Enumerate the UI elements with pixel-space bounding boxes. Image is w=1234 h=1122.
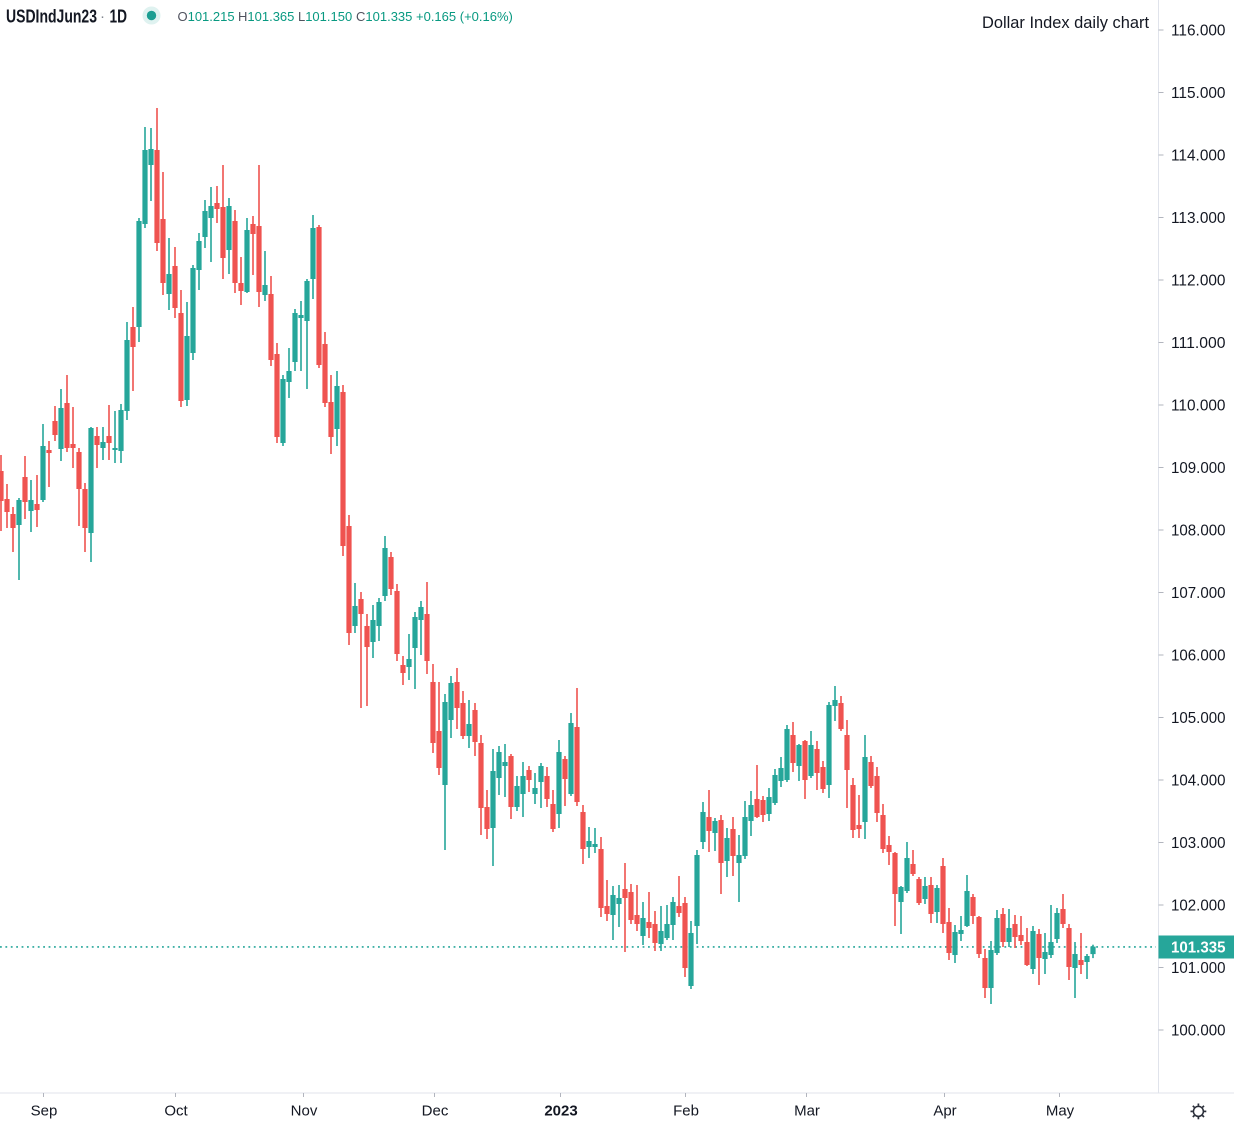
svg-text:H: H (238, 9, 247, 24)
svg-text:Nov: Nov (291, 1103, 318, 1120)
svg-text:101.365: 101.365 (247, 9, 294, 24)
svg-text:115.000: 115.000 (1171, 85, 1226, 102)
svg-text:116.000: 116.000 (1171, 23, 1226, 40)
svg-text:101.335: 101.335 (365, 9, 412, 24)
svg-text:101.215: 101.215 (188, 9, 235, 24)
svg-text:Feb: Feb (673, 1103, 699, 1120)
svg-text:112.000: 112.000 (1171, 273, 1226, 290)
svg-text:101.335: 101.335 (1171, 940, 1226, 957)
svg-text:100.000: 100.000 (1171, 1023, 1226, 1040)
svg-text:104.000: 104.000 (1171, 773, 1226, 790)
svg-text:+0.165 (+0.16%): +0.165 (+0.16%) (416, 9, 513, 24)
svg-text:111.000: 111.000 (1171, 335, 1226, 352)
svg-text:114.000: 114.000 (1171, 148, 1226, 165)
svg-text:May: May (1046, 1103, 1075, 1120)
svg-text:101.000: 101.000 (1171, 960, 1226, 977)
svg-text:L: L (298, 9, 305, 24)
svg-text:110.000: 110.000 (1171, 398, 1226, 415)
svg-text:1D: 1D (110, 6, 128, 27)
svg-text:Dec: Dec (422, 1103, 449, 1120)
svg-text:C: C (356, 9, 365, 24)
svg-text:Mar: Mar (794, 1103, 820, 1120)
svg-text:·: · (100, 8, 105, 25)
svg-text:Sep: Sep (31, 1103, 58, 1120)
svg-text:107.000: 107.000 (1171, 585, 1226, 602)
svg-text:O: O (178, 9, 188, 24)
svg-text:105.000: 105.000 (1171, 710, 1226, 727)
svg-text:Apr: Apr (933, 1103, 956, 1120)
svg-text:109.000: 109.000 (1171, 460, 1226, 477)
svg-text:108.000: 108.000 (1171, 523, 1226, 540)
svg-text:113.000: 113.000 (1171, 210, 1226, 227)
svg-text:Oct: Oct (164, 1103, 188, 1120)
svg-text:103.000: 103.000 (1171, 835, 1226, 852)
svg-text:106.000: 106.000 (1171, 648, 1226, 665)
svg-text:101.150: 101.150 (305, 9, 352, 24)
svg-text:102.000: 102.000 (1171, 898, 1226, 915)
svg-text:USDIndJun23: USDIndJun23 (6, 6, 97, 27)
svg-text:Dollar Index daily chart: Dollar Index daily chart (982, 14, 1149, 32)
svg-text:2023: 2023 (544, 1103, 577, 1120)
